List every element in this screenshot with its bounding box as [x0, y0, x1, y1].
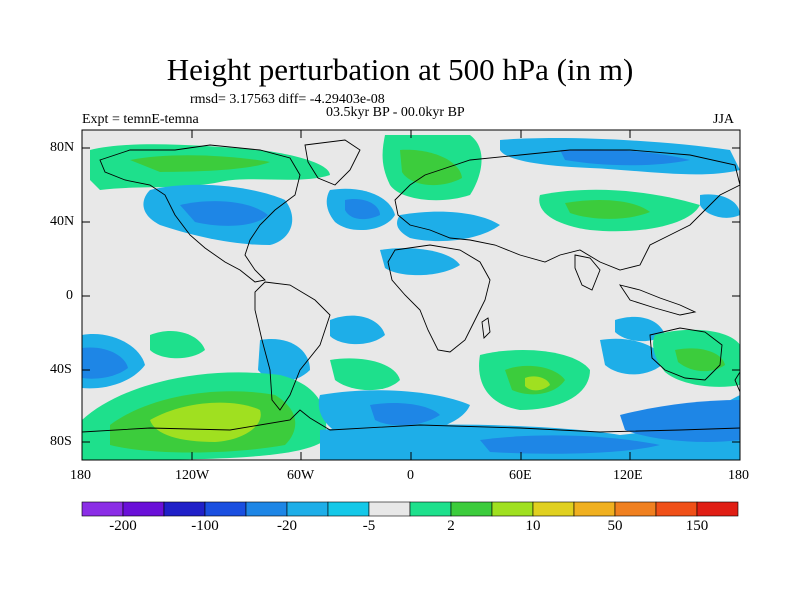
continent-outline — [254, 281, 331, 411]
colorbar-swatch — [163, 501, 206, 517]
lat-label: 40N — [50, 214, 75, 229]
map-title: Height perturbation at 500 hPa (in m) — [166, 52, 634, 87]
contour-region — [330, 358, 400, 391]
lon-label: 180 — [728, 468, 749, 483]
colorbar-swatch — [532, 501, 575, 517]
colorbar-swatch — [655, 501, 698, 517]
lon-label: 180 — [70, 468, 91, 483]
experiment-label: Expt = temnE-temna — [82, 112, 199, 127]
lon-label: 60W — [287, 468, 315, 483]
colorbar-label: 10 — [525, 518, 541, 534]
continent-outline — [99, 144, 301, 283]
coastlines — [82, 139, 740, 433]
continent-outline — [649, 327, 723, 381]
colorbar-swatch — [409, 501, 452, 517]
contour-region — [615, 316, 665, 342]
contour-region — [397, 211, 500, 242]
colorbar-swatch — [491, 501, 534, 517]
continent-outline — [481, 317, 491, 339]
colorbar-swatch — [245, 501, 288, 517]
continent-outline — [387, 244, 491, 353]
contour-region — [620, 400, 740, 442]
contour-region — [150, 402, 261, 442]
contour-region — [82, 347, 128, 379]
lat-label: 40S — [50, 362, 72, 377]
colorbar-swatch — [81, 501, 124, 517]
continent-outline — [618, 284, 697, 316]
colorbar-label: -5 — [362, 518, 376, 534]
continent-outline — [82, 409, 740, 433]
period-label: 03.5kyr BP - 00.0kyr BP — [326, 105, 465, 120]
contour-region — [258, 339, 310, 382]
colorbar-label: 2 — [447, 518, 455, 534]
contour-region — [345, 199, 380, 220]
contour-region — [150, 330, 205, 359]
colorbar-label: -100 — [191, 518, 219, 534]
colorbar-swatch — [614, 501, 657, 517]
contour-region — [675, 348, 725, 372]
continent-outline — [394, 149, 740, 271]
colorbar-swatch — [368, 501, 411, 517]
lon-label: 0 — [407, 468, 414, 483]
lat-label: 0 — [66, 288, 73, 303]
colorbar-swatch — [286, 501, 329, 517]
contour-fills — [82, 135, 740, 460]
lat-label: 80N — [50, 140, 75, 155]
lon-label: 120W — [175, 468, 210, 483]
colorbar-label: 150 — [685, 518, 709, 534]
contour-region — [560, 149, 690, 166]
contour-region — [180, 201, 268, 226]
colorbar-swatch — [450, 501, 493, 517]
lon-label: 120E — [613, 468, 643, 483]
colorbar-swatch — [696, 501, 739, 517]
contour-region — [600, 338, 665, 375]
stats-label: rmsd= 3.17563 diff= -4.29403e-08 — [190, 92, 385, 107]
lat-label: 80S — [50, 434, 72, 449]
colorbar-label: -200 — [109, 518, 137, 534]
contour-region — [380, 248, 460, 276]
contour-region — [330, 315, 385, 345]
continent-outline — [574, 254, 601, 291]
contour-region — [130, 155, 270, 172]
contour-region — [525, 376, 550, 391]
lon-label: 60E — [509, 468, 532, 483]
contour-region — [565, 200, 650, 219]
contour-region — [370, 403, 440, 426]
continent-outline — [304, 139, 361, 186]
contour-region — [480, 435, 660, 454]
axis-ticks — [81, 130, 741, 460]
colorbar — [81, 501, 739, 517]
season-label: JJA — [713, 112, 735, 127]
continent-outline — [734, 371, 740, 393]
colorbar-swatch — [204, 501, 247, 517]
colorbar-swatch — [122, 501, 165, 517]
contour-region — [400, 149, 462, 186]
contour-region — [700, 194, 740, 218]
colorbar-label: -20 — [277, 518, 297, 534]
colorbar-swatch — [573, 501, 616, 517]
colorbar-label: 50 — [607, 518, 623, 534]
colorbar-swatch — [327, 501, 370, 517]
